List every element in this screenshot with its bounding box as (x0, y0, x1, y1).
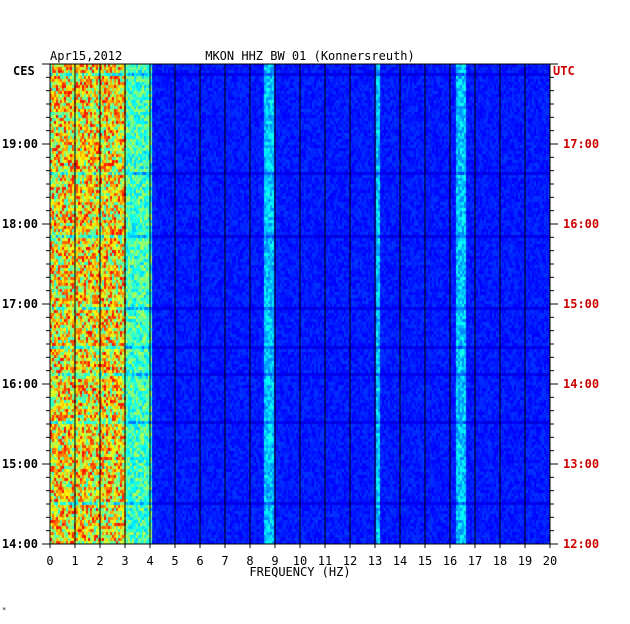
x-tick-label: 7 (221, 554, 228, 568)
x-tick-label: 14 (393, 554, 407, 568)
x-tick-labels: 0 1 2 3 4 5 6 7 8 9 10 11 12 13 14 15 16 17 18 19 20 (46, 544, 557, 568)
x-tick-label: 10 (293, 554, 307, 568)
left-tick-label: 19:00 (2, 137, 38, 151)
x-tick-label: 16 (443, 554, 457, 568)
station-title: MKON HHZ BW 01 (Konnersreuth) (205, 49, 415, 63)
x-tick-label: 4 (146, 554, 153, 568)
minor-ticks (42, 63, 558, 545)
left-tick-label: 18:00 (2, 217, 38, 231)
x-tick-label: 1 (71, 554, 78, 568)
corner-mark: * (2, 606, 7, 614)
right-tick-label: 16:00 (563, 217, 599, 231)
left-axis-label: CES (13, 64, 35, 78)
right-tick-label: 17:00 (563, 137, 599, 151)
x-tick-label: 19 (518, 554, 532, 568)
x-tick-label: 6 (196, 554, 203, 568)
right-tick-label: 14:00 (563, 377, 599, 391)
right-tick-label: 15:00 (563, 297, 599, 311)
x-tick-label: 13 (368, 554, 382, 568)
x-axis-title: FREQUENCY (HZ) (249, 565, 350, 579)
frequency-grid (74, 64, 526, 544)
right-axis-label: UTC (553, 64, 575, 78)
x-tick-label: 18 (493, 554, 507, 568)
left-tick-label: 17:00 (2, 297, 38, 311)
x-tick-label: 3 (121, 554, 128, 568)
left-tick-label: 16:00 (2, 377, 38, 391)
left-tick-label: 14:00 (2, 537, 38, 551)
right-tick-labels: 17:00 16:00 15:00 14:00 13:00 12:00 (563, 137, 599, 551)
plot-frame (49, 63, 551, 545)
left-tick-labels: 19:00 18:00 17:00 16:00 15:00 14:00 (2, 137, 38, 551)
x-tick-label: 2 (96, 554, 103, 568)
x-tick-label: 9 (271, 554, 278, 568)
x-tick-label: 8 (246, 554, 253, 568)
right-tick-label: 13:00 (563, 457, 599, 471)
right-tick-label: 12:00 (563, 537, 599, 551)
left-tick-label: 15:00 (2, 457, 38, 471)
x-tick-label: 12 (343, 554, 357, 568)
x-tick-label: 17 (468, 554, 482, 568)
x-tick-label: 15 (418, 554, 432, 568)
x-tick-label: 11 (318, 554, 332, 568)
x-tick-label: 20 (543, 554, 557, 568)
x-tick-label: 5 (171, 554, 178, 568)
date-label: Apr15,2012 (50, 49, 122, 63)
x-tick-label: 0 (46, 554, 53, 568)
